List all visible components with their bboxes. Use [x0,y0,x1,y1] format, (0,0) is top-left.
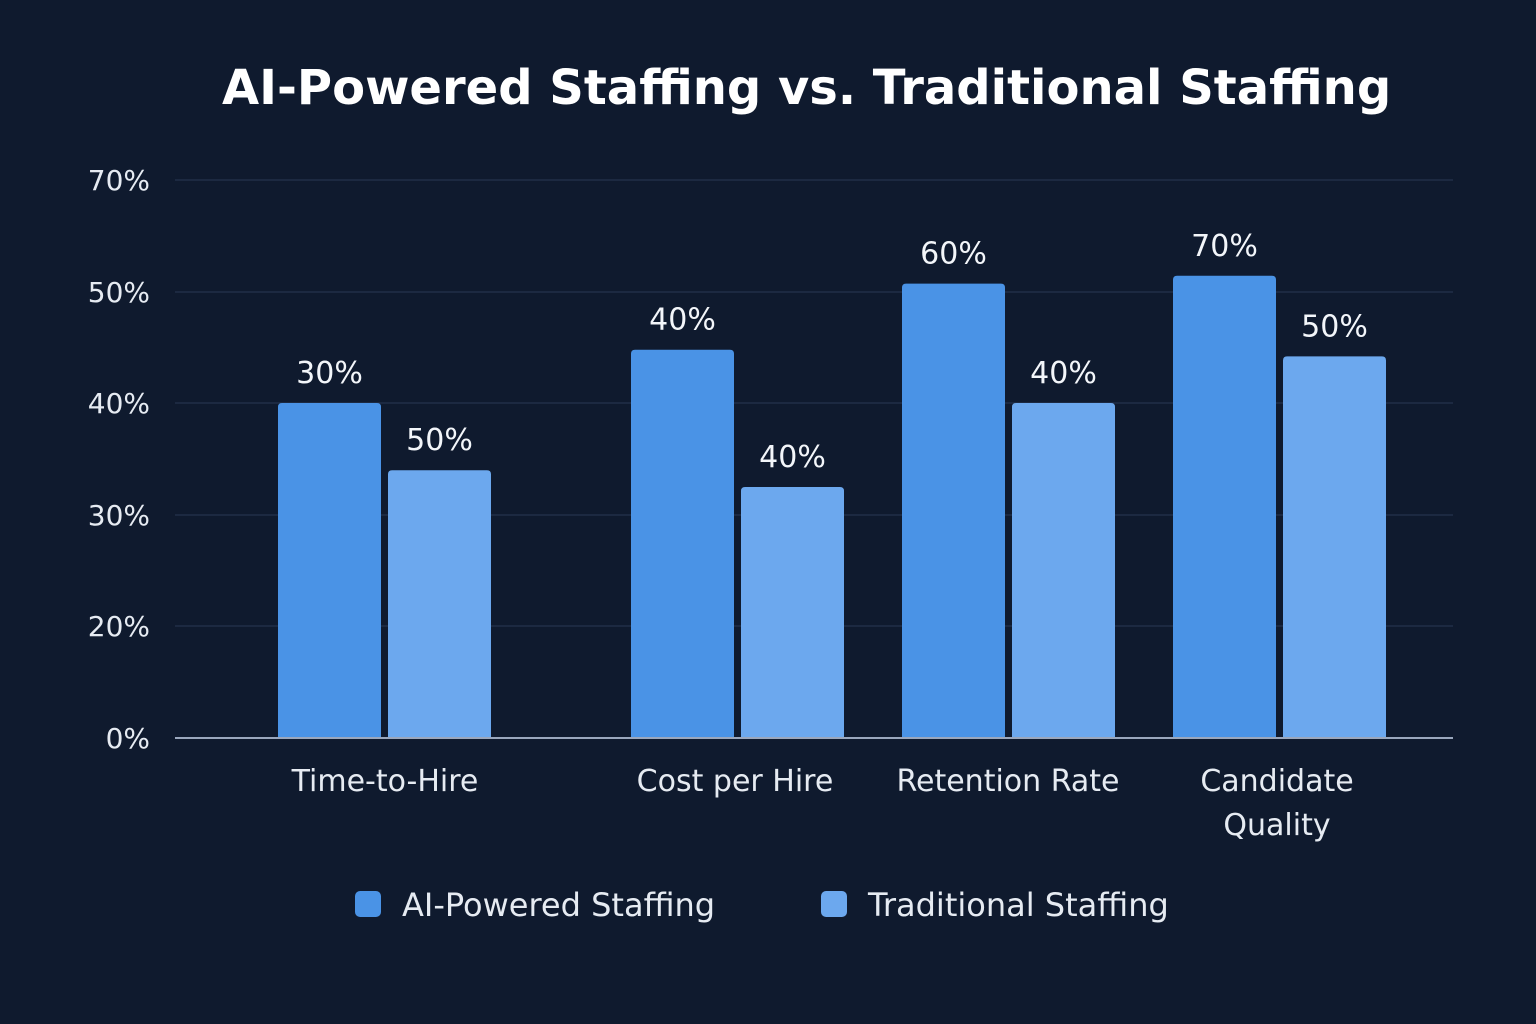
y-tick-label: 0% [106,722,150,755]
data-labels: 30% 40% 60% 70% 50% 40% 40% 50% [296,229,1368,475]
y-tick-label: 50% [88,276,150,309]
data-label: 40% [1030,356,1097,391]
bar-ai-powered-2 [902,283,1005,738]
data-label: 60% [920,237,987,272]
bar-ai-powered-0 [278,403,381,738]
bars [278,275,1386,738]
data-label: 30% [296,356,363,391]
data-label: 40% [649,303,716,338]
bar-traditional-2 [1012,403,1115,738]
x-category-label: Cost per Hire [637,764,834,799]
x-category-label: Candidate [1200,764,1353,799]
x-category-label: Time-to-Hire [291,764,479,799]
data-label: 40% [759,440,826,475]
bar-traditional-1 [741,487,844,738]
y-tick-label: 20% [88,610,150,643]
bar-ai-powered-3 [1173,275,1276,738]
data-label: 50% [1301,309,1368,344]
legend-swatch [355,891,381,917]
data-label: 50% [406,423,473,458]
bar-traditional-3 [1283,356,1386,738]
x-category-label: Quality [1223,808,1330,843]
legend-label: AI-Powered Staffing [402,886,715,924]
legend-swatch [821,891,847,917]
legend-label: Traditional Staffing [867,886,1169,924]
y-tick-label: 40% [88,387,150,420]
bar-traditional-0 [388,470,491,738]
bar-ai-powered-1 [631,349,734,738]
y-tick-label: 30% [88,499,150,532]
x-axis-category-labels: Time-to-Hire Cost per Hire Retention Rate C… [291,764,1354,843]
chart-title: AI-Powered Staffing vs. Traditional Staf… [222,60,1391,116]
x-category-label: Retention Rate [897,764,1120,799]
y-axis-tick-labels: 0% 20% 30% 40% 50% 70% [88,164,150,755]
legend: AI-Powered Staffing Traditional Staffing [355,886,1169,924]
data-label: 70% [1191,229,1258,264]
y-tick-label: 70% [88,164,150,197]
